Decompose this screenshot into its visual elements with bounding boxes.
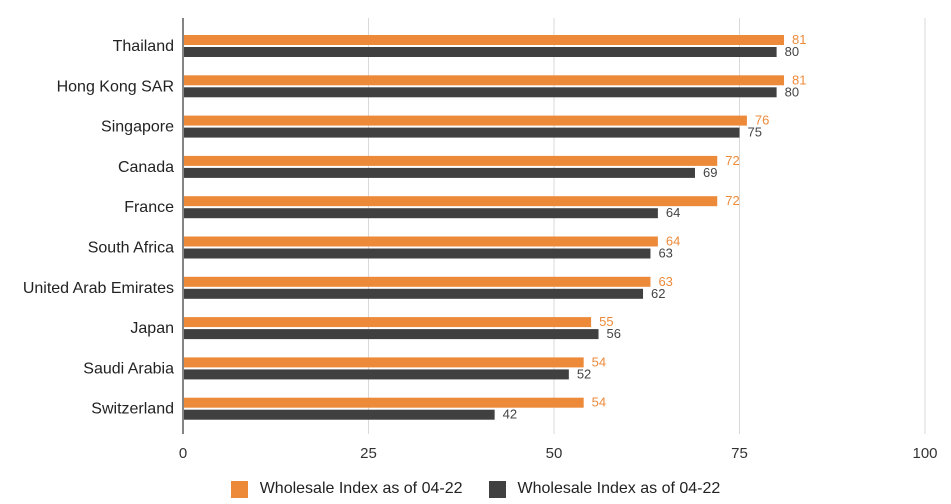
bar-orange[interactable]	[184, 397, 584, 408]
bar-value-label: 72	[725, 153, 739, 168]
bar-dark[interactable]	[184, 47, 777, 57]
bar-value-label: 80	[785, 44, 799, 59]
category-label: Japan	[130, 320, 174, 337]
bar-value-label: 64	[666, 205, 680, 220]
x-tick-label: 0	[179, 445, 187, 462]
bar-dark[interactable]	[184, 87, 777, 98]
category-label: Hong Kong SAR	[57, 78, 174, 95]
bar-value-label: 76	[755, 113, 769, 128]
legend-swatch-dark	[488, 480, 506, 498]
category-label: Thailand	[113, 38, 174, 55]
bar-value-label: 62	[651, 286, 665, 301]
legend: Wholesale Index as of 04-22 Wholesale In…	[0, 477, 951, 501]
bar-orange[interactable]	[184, 236, 658, 247]
legend-item-series-1[interactable]: Wholesale Index as of 04-22	[230, 480, 463, 498]
bar-dark[interactable]	[184, 288, 644, 299]
bar-orange[interactable]	[184, 276, 651, 287]
bar-value-label: 64	[666, 234, 680, 249]
bar-orange[interactable]	[184, 35, 785, 45]
x-tick-label: 25	[360, 445, 377, 462]
bars	[184, 35, 785, 420]
bar-value-label: 54	[592, 354, 606, 369]
bar-value-label: 80	[785, 84, 799, 99]
bar-dark[interactable]	[184, 409, 495, 420]
legend-swatch-orange	[230, 480, 248, 498]
bar-value-label: 52	[577, 366, 591, 381]
bar-value-label: 75	[748, 125, 762, 140]
category-label: Singapore	[101, 119, 174, 136]
bar-orange[interactable]	[184, 75, 785, 86]
bar-dark[interactable]	[184, 248, 651, 259]
x-tick-label: 100	[912, 445, 937, 462]
bar-value-label: 63	[658, 246, 672, 261]
bar-orange[interactable]	[184, 196, 718, 207]
category-label: Switzerland	[91, 401, 174, 418]
legend-label-series-2: Wholesale Index as of 04-22	[517, 480, 721, 497]
bar-value-label: 55	[599, 314, 613, 329]
bar-value-label: 54	[592, 395, 606, 410]
bar-orange[interactable]	[184, 317, 592, 328]
category-label: Canada	[118, 159, 174, 176]
bar-orange[interactable]	[184, 155, 718, 166]
category-label: Saudi Arabia	[83, 360, 174, 377]
bar-dark[interactable]	[184, 208, 658, 219]
bar-dark[interactable]	[184, 329, 599, 340]
bar-value-label: 81	[792, 32, 806, 47]
legend-item-series-2[interactable]: Wholesale Index as of 04-22	[488, 480, 721, 498]
bar-value-label: 56	[607, 326, 621, 341]
category-label: France	[124, 199, 174, 216]
category-label: United Arab Emirates	[23, 280, 174, 297]
bar-orange[interactable]	[184, 357, 584, 368]
bar-value-label: 72	[725, 193, 739, 208]
bar-dark[interactable]	[184, 127, 740, 138]
bar-dark[interactable]	[184, 167, 695, 178]
bar-value-label: 81	[792, 72, 806, 87]
bar-dark[interactable]	[184, 369, 569, 380]
bar-value-label: 42	[503, 407, 517, 422]
x-tick-label: 75	[731, 445, 748, 462]
category-label: South Africa	[88, 240, 174, 257]
x-tick-label: 50	[546, 445, 563, 462]
bar-value-label: 63	[658, 274, 672, 289]
bar-orange[interactable]	[184, 115, 747, 126]
bar-value-label: 69	[703, 165, 717, 180]
legend-label-series-1: Wholesale Index as of 04-22	[259, 480, 463, 497]
